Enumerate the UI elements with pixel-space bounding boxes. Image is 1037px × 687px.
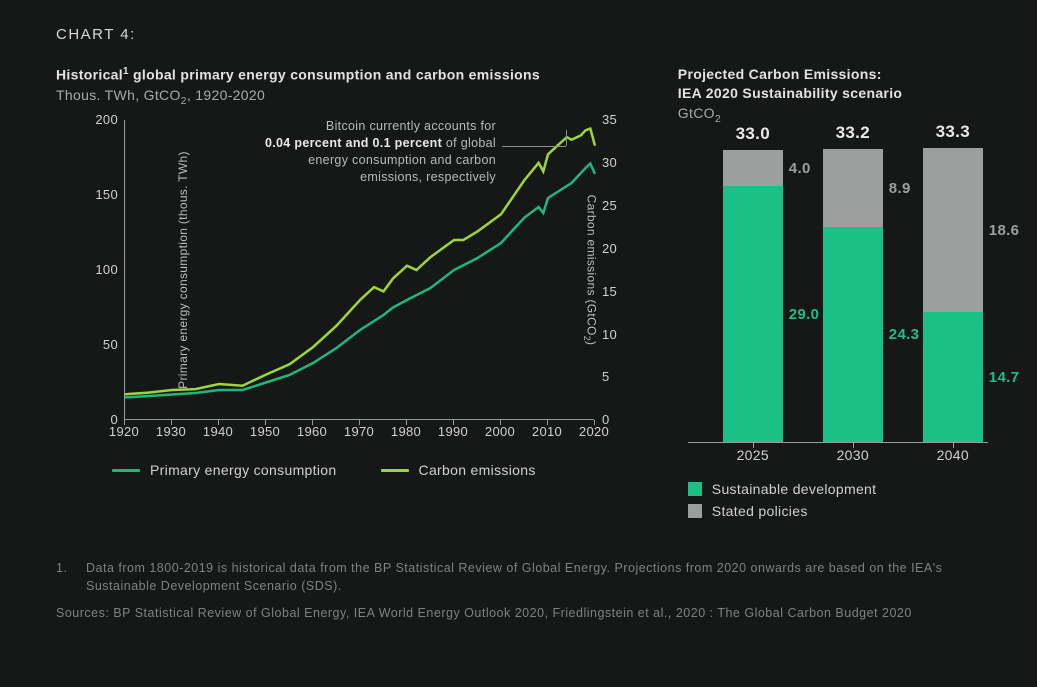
y-tick-right: 15: [602, 284, 638, 299]
bar-stated-label: 18.6: [989, 222, 1019, 239]
x-tick-mark: [124, 420, 125, 425]
y-tick-right: 10: [602, 327, 638, 342]
legend-item: Carbon emissions: [381, 462, 536, 478]
series-energy: [125, 164, 595, 398]
bar-x-tick: [853, 443, 854, 448]
legend-label: Sustainable development: [712, 481, 877, 497]
left-subtitle: Thous. TWh, GtCO2, 1920-2020: [56, 87, 630, 107]
line-chart: Primary energy consumption (thous. TWh) …: [56, 120, 630, 450]
x-tick: 2020: [579, 424, 609, 439]
x-tick: 1920: [109, 424, 139, 439]
y-tick-left: 150: [82, 187, 118, 202]
bar-total-label: 33.2: [823, 123, 883, 143]
footnote-marker: 1.: [56, 559, 72, 597]
bar-x-label: 2040: [937, 447, 969, 463]
legend-label: Primary energy consumption: [150, 462, 337, 478]
y-tick-left: 200: [82, 112, 118, 127]
x-tick-mark: [171, 420, 172, 425]
x-tick: 1960: [297, 424, 327, 439]
x-tick-mark: [406, 420, 407, 425]
x-tick: 1980: [391, 424, 421, 439]
y-tick-right: 30: [602, 155, 638, 170]
bar-x-label: 2025: [737, 447, 769, 463]
bar-chart: 33.04.029.0202533.28.924.3203033.318.614…: [678, 143, 989, 469]
bar-sustainable-label: 29.0: [789, 306, 819, 323]
x-tick-mark: [453, 420, 454, 425]
bar-seg-sustainable: [823, 227, 883, 441]
legend-item: Primary energy consumption: [112, 462, 337, 478]
x-tick: 2010: [532, 424, 562, 439]
y-tick-right: 5: [602, 369, 638, 384]
x-tick-mark: [265, 420, 266, 425]
bar-sustainable-label: 14.7: [989, 369, 1019, 386]
x-tick: 1940: [203, 424, 233, 439]
bar-stated-label: 8.9: [889, 180, 911, 197]
y-tick-right: 20: [602, 241, 638, 256]
bar-x-label: 2030: [837, 447, 869, 463]
chart-number: CHART 4:: [56, 26, 989, 43]
left-title: Historical1 global primary energy consum…: [56, 65, 630, 85]
legend-label: Carbon emissions: [419, 462, 536, 478]
left-panel: Historical1 global primary energy consum…: [56, 65, 630, 525]
bar-stated-label: 4.0: [789, 160, 811, 177]
annotation-connector-h: [502, 146, 566, 147]
sources-text: Sources: BP Statistical Review of Global…: [56, 604, 956, 623]
annotation-connector-v: [566, 130, 567, 146]
bar-sustainable-label: 24.3: [889, 326, 919, 343]
x-tick: 1930: [156, 424, 186, 439]
bar-total-label: 33.0: [723, 124, 783, 144]
bar-seg-sustainable: [923, 312, 983, 442]
x-tick: 1970: [344, 424, 374, 439]
right-panel: Projected Carbon Emissions: IEA 2020 Sus…: [678, 65, 989, 525]
bar-seg-stated: [723, 150, 783, 185]
legend-swatch: [112, 469, 140, 472]
x-tick-mark: [594, 420, 595, 425]
bar-legend: Sustainable development Stated policies: [678, 481, 989, 519]
bar-x-tick: [753, 443, 754, 448]
x-tick-mark: [359, 420, 360, 425]
x-tick-mark: [218, 420, 219, 425]
x-tick-mark: [312, 420, 313, 425]
legend-item: Stated policies: [688, 503, 989, 519]
legend-label: Stated policies: [712, 503, 808, 519]
bar-group: [923, 148, 983, 442]
bar-seg-sustainable: [723, 186, 783, 442]
legend-swatch: [381, 469, 409, 472]
bar-seg-stated: [923, 148, 983, 312]
y-tick-left: 100: [82, 262, 118, 277]
footnotes: 1. Data from 1800-2019 is historical dat…: [56, 559, 956, 623]
y-tick-right: 25: [602, 198, 638, 213]
y-tick-right: 35: [602, 112, 638, 127]
x-tick: 2000: [485, 424, 515, 439]
legend-swatch: [688, 504, 702, 518]
x-tick: 1950: [250, 424, 280, 439]
bar-group: [823, 149, 883, 442]
bar-seg-stated: [823, 149, 883, 228]
bar-group: [723, 150, 783, 441]
x-tick: 1990: [438, 424, 468, 439]
x-tick-mark: [547, 420, 548, 425]
right-title: Projected Carbon Emissions: IEA 2020 Sus…: [678, 65, 989, 103]
line-legend: Primary energy consumption Carbon emissio…: [56, 462, 630, 478]
legend-swatch: [688, 482, 702, 496]
x-tick-mark: [500, 420, 501, 425]
footnote-text: Data from 1800-2019 is historical data f…: [86, 559, 956, 597]
y-tick-left: 50: [82, 337, 118, 352]
legend-item: Sustainable development: [688, 481, 989, 497]
bar-total-label: 33.3: [923, 122, 983, 142]
bar-x-tick: [953, 443, 954, 448]
chart-annotation: Bitcoin currently accounts for 0.04 perc…: [246, 118, 496, 186]
